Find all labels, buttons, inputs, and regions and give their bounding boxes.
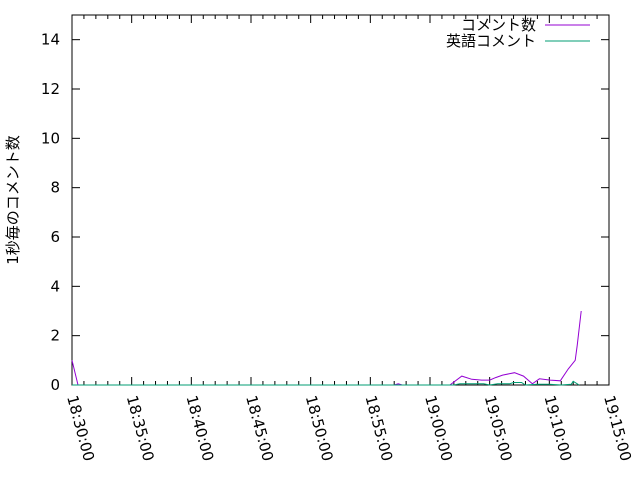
x-tick-label: 18:55:00	[361, 393, 396, 463]
x-tick-label: 18:40:00	[182, 393, 217, 463]
y-tick-label: 6	[50, 228, 60, 246]
x-tick-label: 19:10:00	[540, 393, 575, 463]
legend-label: コメント数	[461, 16, 536, 34]
x-tick-label: 18:50:00	[302, 393, 337, 463]
x-tick-label: 19:15:00	[600, 393, 635, 463]
x-tick-label: 18:35:00	[123, 393, 158, 463]
y-tick-label: 8	[50, 179, 60, 197]
legend-label: 英語コメント	[446, 32, 536, 50]
y-tick-label: 0	[50, 376, 60, 394]
series-line-0	[71, 310, 582, 386]
x-tick-label: 19:00:00	[421, 393, 456, 463]
series-line-1	[72, 380, 580, 386]
y-tick-label: 2	[50, 327, 60, 345]
x-tick-label: 18:45:00	[242, 393, 277, 463]
x-tick-label: 18:30:00	[63, 393, 98, 463]
y-tick-label: 4	[50, 277, 60, 295]
y-tick-label: 12	[41, 80, 60, 98]
y-axis-label: 1秒毎のコメント数	[4, 135, 22, 265]
x-tick-label: 19:05:00	[481, 393, 516, 463]
y-tick-label: 14	[41, 31, 60, 49]
y-tick-label: 10	[41, 129, 60, 147]
plot-border	[71, 14, 610, 386]
